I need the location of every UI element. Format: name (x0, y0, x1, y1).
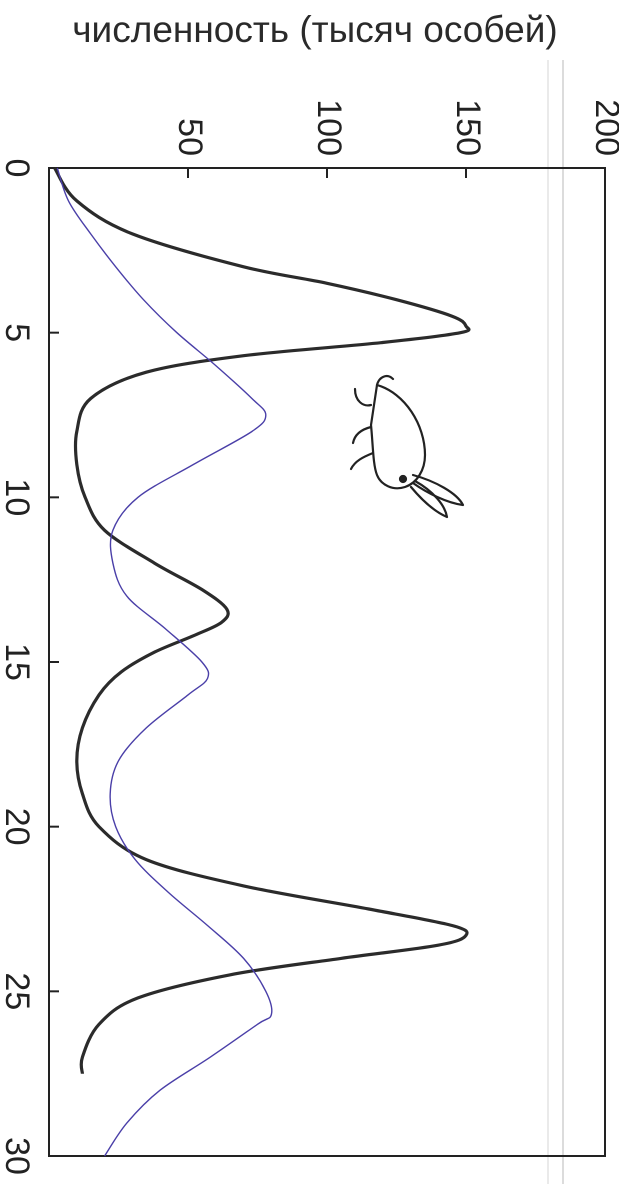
y-tick-label: 200 (588, 99, 619, 156)
series-layer (53, 167, 471, 1157)
x-tick-label: 5 (0, 323, 36, 342)
y-tick-label: 100 (310, 99, 348, 156)
y-axis-ticks: 50 100 150 200 (171, 99, 619, 178)
y-tick-label: 150 (449, 99, 487, 156)
x-tick-label: 0 (0, 159, 36, 178)
x-tick-label: 30 (0, 1137, 36, 1175)
scan-artifacts (547, 60, 564, 1184)
x-tick-label: 20 (0, 808, 36, 846)
series-line-dark (53, 167, 471, 1074)
plot-frame (48, 167, 606, 1157)
series-line-blue (56, 167, 273, 1157)
hare-illustration (349, 375, 465, 519)
y-axis-label: численность (тысяч особей) (72, 9, 557, 50)
x-axis-ticks: 0 5 10 15 20 25 30 (0, 159, 59, 1175)
x-tick-label: 10 (0, 478, 36, 516)
y-tick-label: 50 (171, 118, 209, 156)
x-tick-label: 15 (0, 643, 36, 681)
x-tick-label: 25 (0, 972, 36, 1010)
